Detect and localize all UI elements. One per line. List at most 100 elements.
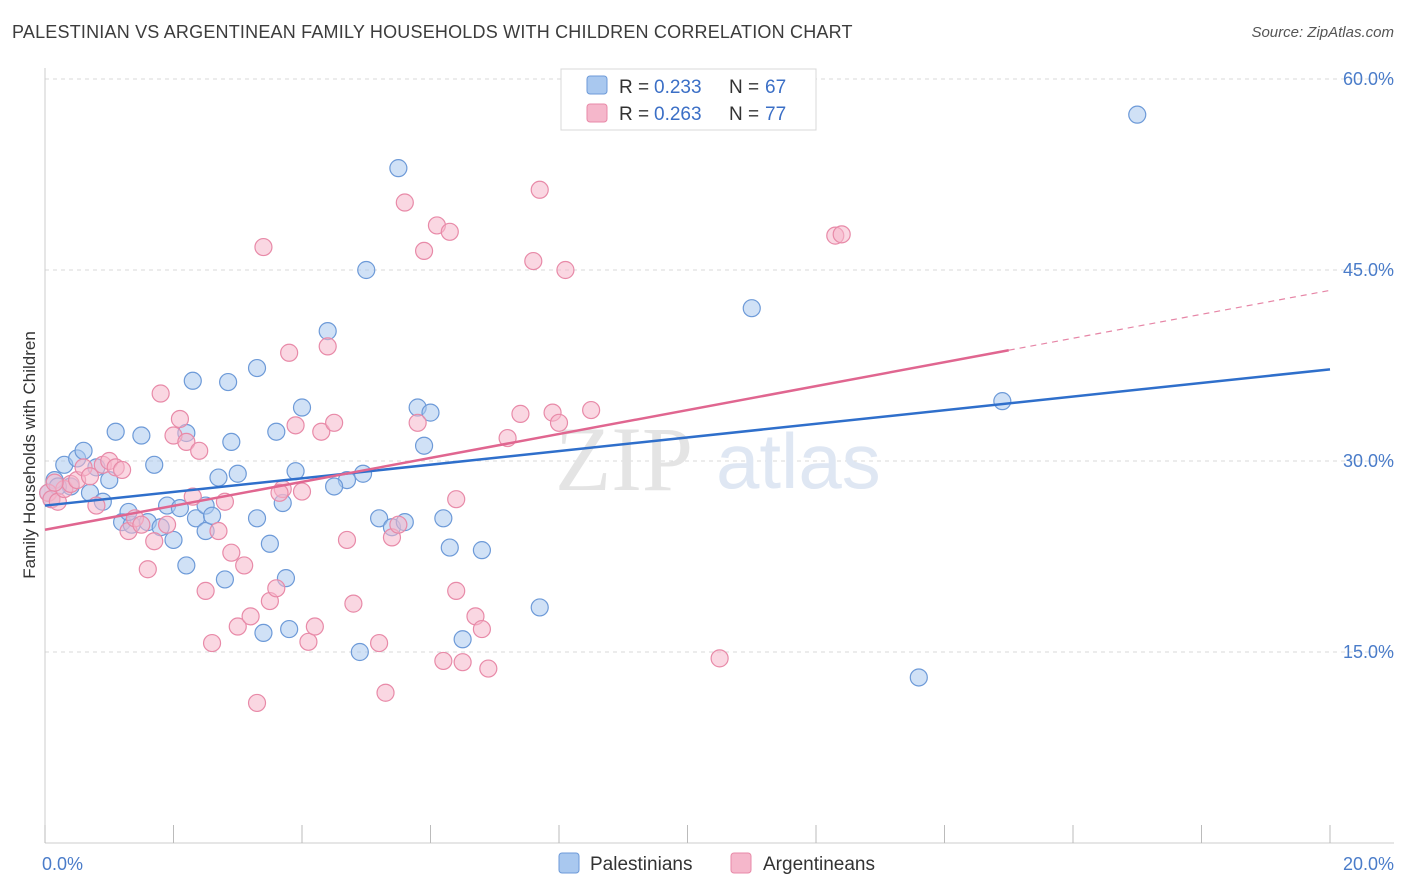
argentinean-point — [190, 441, 209, 460]
palestinian-point — [472, 541, 491, 560]
legend-r-label-1: R = — [619, 77, 649, 98]
palestinian-point — [215, 570, 234, 589]
argentinean-point — [440, 222, 459, 241]
argentinean-point — [202, 633, 222, 653]
argentinean-point — [228, 617, 247, 636]
palestinian-point — [209, 468, 228, 487]
points-layer — [39, 105, 1147, 713]
legend-r-label-2: R = — [619, 104, 649, 125]
palestinian-point — [202, 506, 222, 525]
palestinian-point — [177, 556, 196, 575]
argentinean-point — [414, 241, 434, 260]
argentinean-point — [447, 581, 466, 600]
palestinian-point — [106, 422, 125, 441]
palestinian-point — [318, 322, 337, 341]
argentinean-point — [472, 619, 491, 639]
bottom-legend-label-palestinians: Palestinians — [590, 854, 692, 875]
x-tick-label: 0.0% — [42, 854, 83, 874]
palestinian-point — [267, 422, 286, 441]
axes-layer — [44, 68, 1394, 844]
palestinian-point — [132, 426, 151, 445]
argentinean-point — [267, 579, 286, 598]
legend-n-value-2: 77 — [765, 104, 786, 125]
tick-labels: 15.0% 30.0% 45.0% 60.0% 0.0% 20.0% — [42, 69, 1394, 874]
palestinian-point — [434, 509, 453, 528]
argentinean-point — [132, 515, 151, 534]
argentinean-point — [337, 530, 357, 550]
argentinean-point — [524, 251, 543, 271]
argentinean-point — [196, 581, 215, 600]
argentinean-point — [318, 337, 337, 356]
palestinian-point — [164, 530, 183, 550]
palestinian-point — [350, 642, 369, 662]
legend-swatch-argentineans — [586, 103, 608, 123]
palestinian-point — [414, 436, 434, 455]
argentinean-point — [280, 343, 299, 362]
argentineans-trend-line — [44, 348, 1009, 531]
palestinian-point — [909, 668, 928, 687]
argentinean-point — [447, 490, 466, 509]
argentinean-point — [80, 467, 100, 486]
y-tick-label: 30.0% — [1343, 451, 1394, 471]
legend-box: R = 0.233 N = 67 R = 0.263 N = 77 — [560, 68, 817, 131]
legend-r-value-2: 0.263 — [654, 104, 702, 125]
palestinian-point — [260, 534, 279, 553]
argentinean-point — [157, 515, 177, 534]
argentineans-trend-line-extension — [1008, 289, 1331, 351]
legend-n-label-2: N = — [729, 104, 759, 125]
palestinian-point — [222, 432, 241, 451]
argentinean-point — [530, 180, 549, 199]
bottom-legend-label-argentineans: Argentineans — [763, 854, 875, 875]
palestinian-point — [292, 398, 312, 417]
watermark-zip: ZIP — [555, 408, 693, 510]
legend-swatch-palestinians — [586, 75, 608, 95]
y-axis-label: Family Households with Children — [20, 331, 39, 579]
palestinian-point — [1128, 105, 1147, 124]
argentinean-point — [582, 400, 601, 420]
argentinean-point — [312, 422, 331, 441]
palestinian-point — [440, 538, 459, 557]
palestinian-point — [254, 623, 273, 643]
palestinian-point — [219, 372, 238, 392]
argentinean-point — [286, 416, 305, 435]
argentinean-point — [376, 683, 395, 702]
argentinean-point — [434, 651, 453, 671]
argentinean-point — [395, 193, 414, 212]
argentinean-point — [408, 413, 427, 432]
argentinean-point — [389, 515, 408, 534]
argentinean-point — [370, 633, 389, 653]
palestinian-point — [183, 371, 202, 390]
argentinean-point — [241, 607, 260, 626]
argentinean-point — [247, 693, 267, 713]
argentinean-point — [170, 409, 190, 429]
bottom-legend-swatch-palestinians — [558, 852, 580, 874]
watermark: ZIP atlas — [555, 408, 881, 510]
chart-title: PALESTINIAN VS ARGENTINEAN FAMILY HOUSEH… — [12, 22, 853, 42]
argentinean-point — [151, 384, 170, 403]
argentinean-point — [325, 413, 344, 432]
argentinean-point — [453, 653, 472, 672]
palestinian-point — [247, 358, 267, 378]
argentinean-point — [511, 404, 530, 423]
bottom-legend-swatch-argentineans — [730, 852, 752, 874]
argentinean-point — [710, 649, 729, 668]
palestinian-point — [453, 630, 472, 649]
palestinian-point — [370, 509, 389, 528]
legend-n-label-1: N = — [729, 77, 759, 98]
argentinean-point — [299, 632, 318, 651]
argentinean-point — [235, 556, 254, 575]
argentinean-point — [549, 413, 569, 432]
argentinean-point — [292, 482, 312, 501]
y-tick-label: 15.0% — [1343, 642, 1394, 662]
argentinean-point — [344, 594, 363, 613]
argentinean-point — [209, 521, 228, 541]
argentinean-point — [222, 543, 241, 562]
y-tick-label: 60.0% — [1343, 69, 1394, 89]
palestinian-point — [228, 464, 247, 483]
argentinean-point — [556, 260, 575, 280]
argentinean-point — [177, 432, 196, 451]
legend-n-value-1: 67 — [765, 77, 786, 98]
argentinean-point — [138, 560, 157, 579]
palestinian-point — [742, 299, 761, 318]
